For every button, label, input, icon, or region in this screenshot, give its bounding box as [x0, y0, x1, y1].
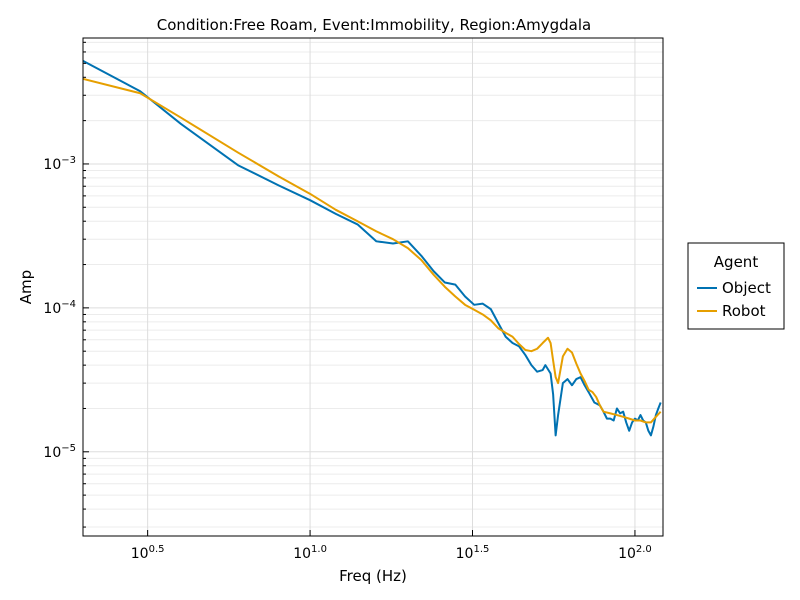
minor-grid	[83, 41, 663, 528]
x-tick-label: 101.0	[293, 544, 327, 562]
plot-frame	[82, 37, 664, 537]
y-tick-label: 10−5	[43, 443, 76, 461]
legend-box	[687, 242, 785, 330]
x-tick-label: 101.5	[456, 544, 490, 562]
legend-label-object: Object	[722, 279, 771, 297]
legend-label-robot: Robot	[722, 302, 766, 320]
x-axis-title: Freq (Hz)	[339, 567, 407, 585]
series-line-object	[83, 60, 662, 437]
chart-title: Condition:Free Roam, Event:Immobility, R…	[157, 16, 591, 34]
legend-title: Agent	[714, 253, 759, 271]
legend: Agent Object Robot	[687, 242, 785, 330]
series-layer	[83, 60, 662, 437]
major-grid	[83, 38, 663, 536]
x-axis-ticks: 100.5 101.0 101.5 102.0	[131, 530, 652, 562]
y-axis-title: Amp	[17, 270, 35, 304]
y-tick-label: 10−3	[43, 155, 76, 173]
y-tick-label: 10−4	[43, 299, 76, 317]
series-line-robot	[83, 77, 662, 424]
x-tick-label: 102.0	[618, 544, 652, 562]
y-axis-ticks: 10−5 10−4 10−3	[43, 41, 89, 528]
x-tick-label: 100.5	[131, 544, 165, 562]
